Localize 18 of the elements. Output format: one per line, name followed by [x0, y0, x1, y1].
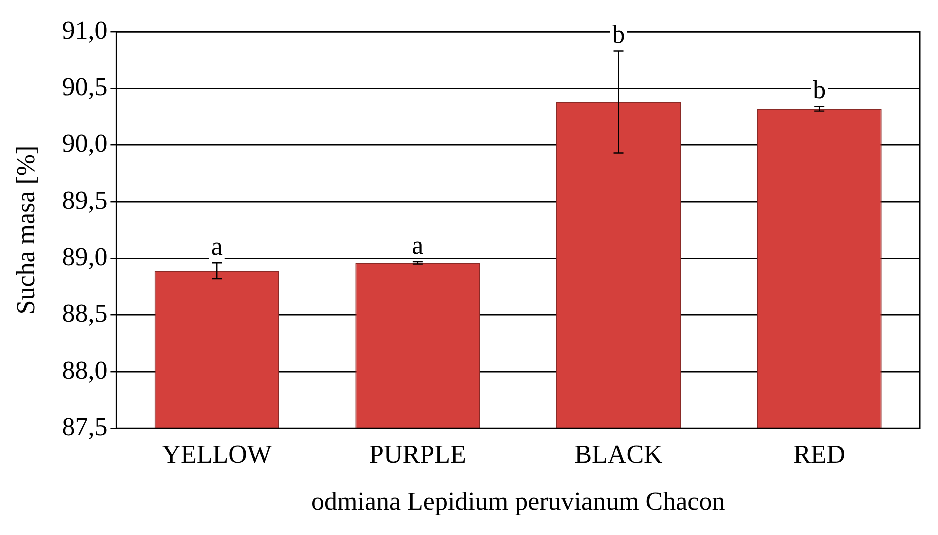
annotation: b	[612, 20, 626, 50]
x-tick-label: BLACK	[574, 440, 664, 470]
x-tick-label: YELLOW	[162, 440, 272, 470]
y-tick-label: 90,0	[62, 129, 108, 158]
x-tick-label: PURPLE	[370, 440, 466, 470]
y-tick-label: 90,5	[62, 72, 108, 102]
y-tick-label: 87,5	[62, 412, 108, 442]
annotation: b	[813, 76, 826, 105]
y-tick-label: 88,5	[62, 299, 108, 328]
annotation: a	[211, 232, 224, 261]
y-tick-label: 91,0	[62, 16, 108, 45]
y-tick-label: 89,5	[62, 186, 108, 215]
annotation: a	[412, 230, 424, 260]
x-tick-label: RED	[794, 440, 846, 470]
y-tick-label: 88,0	[62, 356, 108, 385]
y-axis-title: Sucha masa [%]	[11, 146, 40, 315]
y-tick-label: 89,0	[62, 242, 108, 272]
x-axis-title: odmiana Lepidium peruvianum Chacon	[311, 487, 726, 516]
